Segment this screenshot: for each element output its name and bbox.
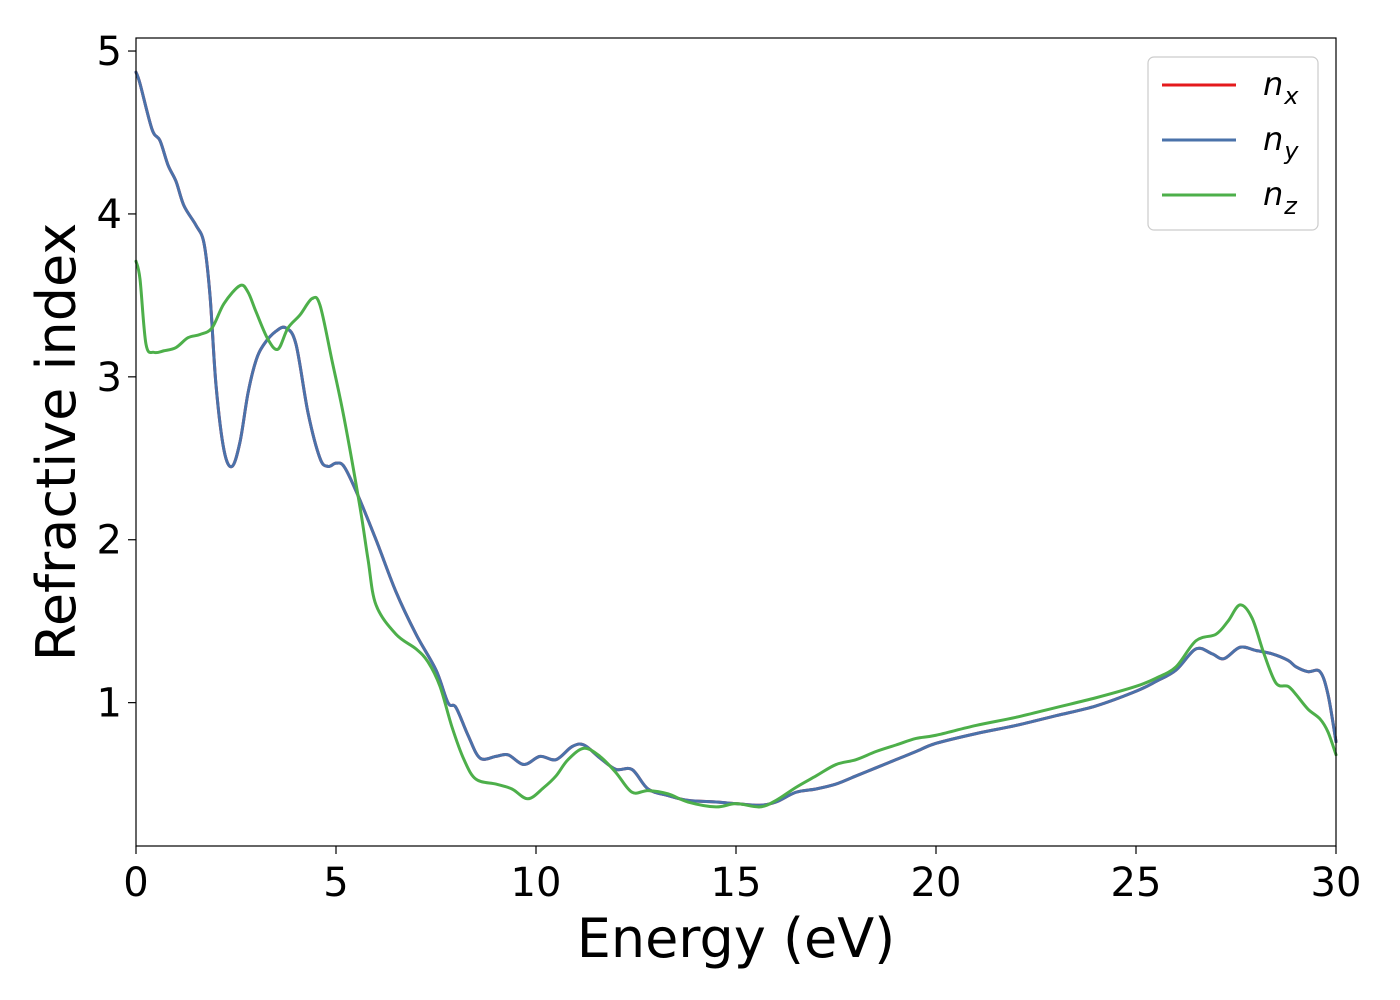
x-tick-label: 30 bbox=[1311, 860, 1362, 906]
legend-entries: nx ny nz bbox=[1162, 65, 1299, 220]
y-tick-label: 3 bbox=[97, 355, 122, 401]
legend-label-y: ny bbox=[1263, 120, 1299, 165]
y-tick-label: 5 bbox=[97, 29, 122, 75]
x-tick-label: 20 bbox=[911, 860, 962, 906]
series-line-y bbox=[134, 70, 1338, 807]
y-tick-label: 2 bbox=[97, 518, 122, 564]
plot-lines bbox=[134, 70, 1338, 809]
x-tick-label: 15 bbox=[711, 860, 762, 906]
y-axis-label: Refractive index bbox=[25, 223, 88, 662]
y-axis-ticks: 1 2 3 4 5 bbox=[97, 29, 136, 727]
legend-label-z: nz bbox=[1263, 175, 1298, 220]
legend-label-x: nx bbox=[1263, 65, 1299, 110]
x-tick-label: 10 bbox=[511, 860, 562, 906]
x-axis-ticks: 0 5 10 15 20 25 30 bbox=[123, 846, 1361, 906]
series-line-z bbox=[134, 259, 1338, 809]
x-tick-label: 25 bbox=[1111, 860, 1162, 906]
x-axis-label: Energy (eV) bbox=[577, 907, 896, 970]
x-tick-label: 5 bbox=[323, 860, 348, 906]
y-tick-label: 4 bbox=[97, 192, 122, 238]
y-tick-label: 1 bbox=[97, 681, 122, 727]
legend-box bbox=[1147, 56, 1319, 231]
x-tick-label: 0 bbox=[123, 860, 148, 906]
legend: nx ny nz bbox=[1147, 56, 1319, 231]
